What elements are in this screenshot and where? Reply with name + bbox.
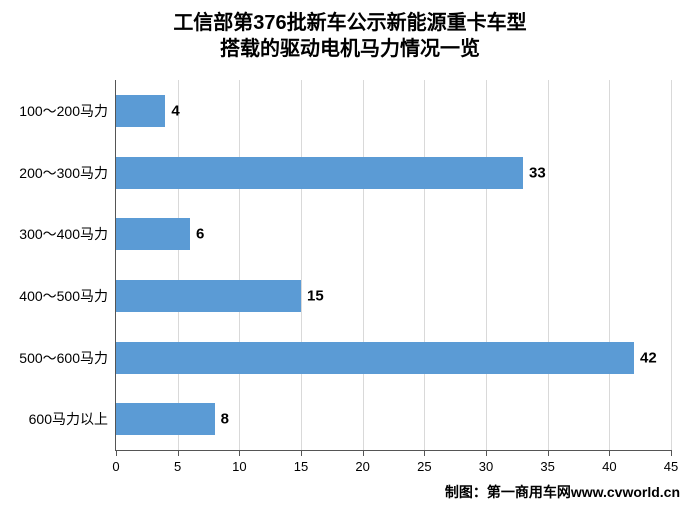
gridline [671,80,672,450]
title-line-2: 搭载的驱动电机马力情况一览 [0,36,700,62]
value-label: 33 [529,164,546,181]
gridline [609,80,610,450]
gridline [363,80,364,450]
bar [116,218,190,250]
gridline [424,80,425,450]
x-tick-label: 20 [355,459,369,474]
x-tick [671,450,672,456]
gridline [486,80,487,450]
x-tick-label: 10 [232,459,246,474]
bar [116,403,215,435]
credit-text: 制图：第一商用车网www.cvworld.cn [445,482,680,502]
value-label: 4 [171,102,179,119]
x-tick-label: 45 [664,459,678,474]
x-tick [548,450,549,456]
bar [116,280,301,312]
y-category-label: 600马力以上 [29,409,108,429]
gridline [548,80,549,450]
x-tick [116,450,117,456]
x-tick [486,450,487,456]
y-category-label: 300～400马力 [19,224,108,244]
x-tick-label: 15 [294,459,308,474]
y-category-label: 100～200马力 [19,101,108,121]
x-tick [363,450,364,456]
x-tick [178,450,179,456]
x-tick-label: 0 [112,459,119,474]
y-category-label: 400～500马力 [19,286,108,306]
value-label: 6 [196,226,204,243]
bar [116,95,165,127]
x-tick-label: 30 [479,459,493,474]
x-tick-label: 35 [540,459,554,474]
gridline [301,80,302,450]
y-category-label: 200～300马力 [19,163,108,183]
value-label: 15 [307,287,324,304]
title-line-1: 工信部第376批新车公示新能源重卡车型 [0,10,700,36]
x-tick [301,450,302,456]
gridline [239,80,240,450]
bar [116,342,634,374]
value-label: 8 [221,411,229,428]
y-category-label: 500～600马力 [19,348,108,368]
plot-area: 051015202530354045100～200马力4200～300马力333… [115,80,671,451]
x-tick [609,450,610,456]
x-tick-label: 25 [417,459,431,474]
x-tick [424,450,425,456]
x-tick-label: 40 [602,459,616,474]
value-label: 42 [640,349,657,366]
gridline [178,80,179,450]
x-tick [239,450,240,456]
chart-title: 工信部第376批新车公示新能源重卡车型 搭载的驱动电机马力情况一览 [0,0,700,62]
chart-container: 工信部第376批新车公示新能源重卡车型 搭载的驱动电机马力情况一览 051015… [0,0,700,510]
bar [116,157,523,189]
x-tick-label: 5 [174,459,181,474]
